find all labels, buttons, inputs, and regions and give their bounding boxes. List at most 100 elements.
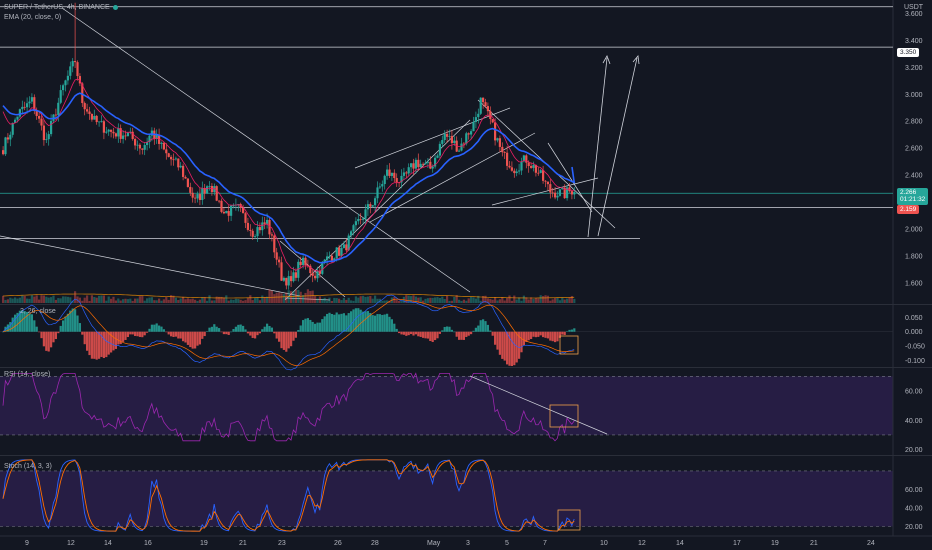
volume-bar — [554, 297, 557, 303]
volume-bar — [177, 300, 180, 303]
candle — [395, 178, 398, 183]
macd-histogram-bar — [45, 331, 48, 351]
volume-bar — [311, 290, 314, 303]
candle — [155, 134, 158, 140]
macd-histogram-bar — [222, 331, 225, 335]
macd-histogram-bar — [419, 331, 422, 337]
candle — [561, 187, 564, 190]
candle — [179, 165, 182, 168]
volume-bar — [441, 296, 444, 303]
volume-bar — [45, 296, 48, 303]
rsi-legend[interactable]: RSI (14, close) — [4, 371, 51, 378]
candle — [503, 152, 506, 153]
stoch-legend[interactable]: Stoch (14, 3, 3) — [4, 463, 52, 470]
macd-histogram-bar — [542, 331, 545, 338]
candle — [172, 159, 175, 161]
volume-bar — [568, 297, 571, 303]
candle — [542, 170, 545, 181]
volume-bar — [434, 297, 437, 303]
macd-histogram-bar — [110, 331, 113, 353]
macd-histogram-bar — [194, 331, 197, 349]
macd-histogram-bar — [114, 331, 117, 349]
time-tick-label: 19 — [200, 540, 208, 547]
time-tick-label: 3 — [466, 540, 470, 547]
macd-tick-label: -0.050 — [905, 344, 925, 351]
candle — [246, 222, 249, 230]
candle — [338, 247, 341, 256]
macd-histogram-bar — [9, 322, 12, 332]
candle — [105, 131, 108, 133]
candle — [556, 195, 559, 198]
volume-bar — [400, 300, 403, 303]
ema-legend[interactable]: EMA (20, close, 0) — [4, 14, 62, 21]
candle — [318, 270, 321, 274]
candle — [114, 133, 117, 137]
symbol-legend[interactable]: SUPER / TetherUS, 4h, BINANCE — [4, 4, 118, 11]
candle — [268, 219, 271, 235]
macd-histogram-bar — [546, 331, 549, 339]
candle — [494, 122, 497, 141]
macd-histogram-bar — [201, 331, 204, 339]
volume-bar — [371, 298, 374, 303]
rsi-tick-label: 20.00 — [905, 447, 923, 454]
candle — [225, 210, 228, 214]
candle — [311, 273, 314, 276]
macd-legend[interactable]: 2, 26, close — [20, 308, 56, 315]
macd-histogram-bar — [491, 331, 494, 336]
volume-bar — [546, 295, 549, 303]
macd-histogram-bar — [138, 331, 141, 337]
candle — [162, 142, 165, 150]
volume-bar — [453, 296, 456, 303]
volume-bar — [426, 298, 429, 303]
macd-histogram-bar — [496, 331, 499, 350]
candle — [378, 186, 381, 188]
volume-bar — [227, 300, 230, 303]
volume-bar — [129, 298, 132, 303]
candle — [30, 97, 33, 102]
macd-histogram-bar — [275, 331, 278, 339]
volume-bar — [21, 295, 24, 303]
macd-histogram-bar — [57, 331, 60, 334]
price-tick-label: 2.600 — [905, 146, 923, 153]
candle — [309, 265, 312, 274]
volume-bar — [242, 300, 245, 303]
volume-bar — [465, 300, 468, 303]
macd-histogram-bar — [494, 331, 497, 345]
volume-bar — [563, 299, 566, 303]
target-price-label: 3.350 — [897, 48, 920, 58]
candle — [369, 204, 372, 207]
volume-bar — [78, 297, 81, 303]
macd-histogram-bar — [400, 331, 403, 335]
volume-bar — [280, 293, 283, 303]
macd-histogram-bar — [122, 331, 125, 342]
projection-down-line — [547, 142, 593, 213]
candle — [482, 97, 485, 103]
macd-histogram-bar — [292, 331, 295, 341]
macd-histogram-bar — [40, 331, 43, 339]
candle — [333, 258, 336, 261]
volume-bar — [482, 295, 485, 303]
candle — [71, 61, 74, 67]
volume-bar — [155, 300, 158, 303]
candle — [426, 161, 429, 163]
candle — [16, 116, 19, 120]
volume-bar — [419, 297, 422, 303]
volume-bar — [525, 297, 528, 303]
volume-bar — [326, 300, 329, 303]
macd-histogram-bar — [503, 331, 506, 361]
price-tick-label: 2.400 — [905, 173, 923, 180]
volume-bar — [477, 295, 480, 303]
candle — [213, 186, 216, 193]
candle — [530, 166, 533, 168]
macd-histogram-bar — [210, 326, 213, 332]
macd-histogram-bar — [573, 328, 576, 332]
rsi-tick-label: 40.00 — [905, 418, 923, 425]
candle — [549, 184, 552, 193]
volume-bar — [189, 299, 192, 303]
volume-bar — [261, 295, 264, 303]
volume-bar — [340, 300, 343, 303]
macd-histogram-bar — [376, 314, 379, 332]
candle — [249, 229, 252, 231]
candle — [486, 106, 489, 112]
